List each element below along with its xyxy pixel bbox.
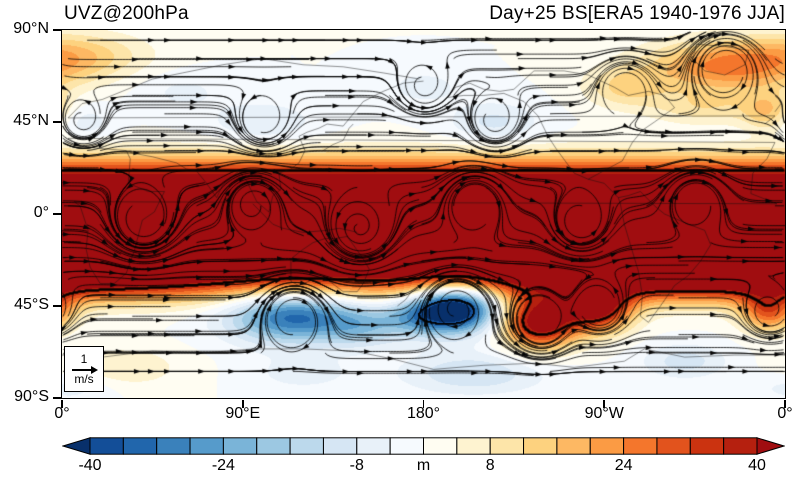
- y-tick-mark: [53, 29, 61, 31]
- reference-vector-unit: m/s: [74, 371, 94, 386]
- reference-vector-arrow-icon: [72, 365, 98, 374]
- y-tick-mark: [53, 305, 61, 307]
- colorbar-tick-label: -40: [78, 457, 102, 474]
- y-tick-mark: [53, 121, 61, 123]
- colorbar-tick-label: -8: [349, 457, 364, 474]
- map-plot-area: 1 m/s: [61, 29, 786, 399]
- x-tick-mark: [603, 399, 606, 408]
- x-tick-mark: [422, 399, 425, 408]
- plot-title-right: Day+25 BS[ERA5 1940-1976 JJA]: [489, 3, 785, 24]
- y-tick-mark: [53, 397, 61, 399]
- map-canvas: [62, 30, 785, 398]
- x-tick-label: 90°E: [225, 405, 261, 422]
- x-tick-label: 0°: [54, 405, 70, 422]
- reference-vector-legend: 1 m/s: [64, 346, 104, 392]
- colorbar-unit-label: m: [416, 457, 431, 474]
- x-tick-label: 180°: [406, 405, 441, 422]
- plot-title-left: UVZ@200hPa: [64, 3, 189, 24]
- colorbar-tick-label: 40: [748, 457, 766, 474]
- y-axis-tick-labels: 90°N 45°N 0° 45°S 90°S: [0, 20, 56, 405]
- x-tick-label: 0°: [777, 405, 793, 422]
- x-tick-mark: [784, 399, 786, 408]
- x-tick-label: 90°W: [584, 405, 624, 422]
- colorbar-tick-labels: -40 -24 -8 8 24 40 m: [62, 457, 785, 477]
- y-tick-label: 90°N: [13, 20, 49, 37]
- y-tick-label: 45°N: [13, 112, 49, 129]
- x-tick-mark: [61, 399, 63, 408]
- reference-vector-value: 1: [80, 351, 88, 366]
- colorbar-tick-label: 8: [485, 457, 495, 474]
- y-tick-label: 0°: [33, 204, 49, 221]
- x-axis-tick-labels: 0° 90°E 180° 90°W 0°: [54, 405, 792, 427]
- y-tick-mark: [53, 213, 61, 215]
- y-tick-label: 45°S: [14, 296, 49, 313]
- colorbar: [61, 437, 786, 455]
- colorbar-tick-label: -24: [211, 457, 235, 474]
- x-tick-mark: [241, 399, 244, 408]
- y-tick-label: 90°S: [14, 388, 49, 405]
- colorbar-tick-label: 24: [614, 457, 633, 474]
- colorbar-swatches: [61, 437, 786, 455]
